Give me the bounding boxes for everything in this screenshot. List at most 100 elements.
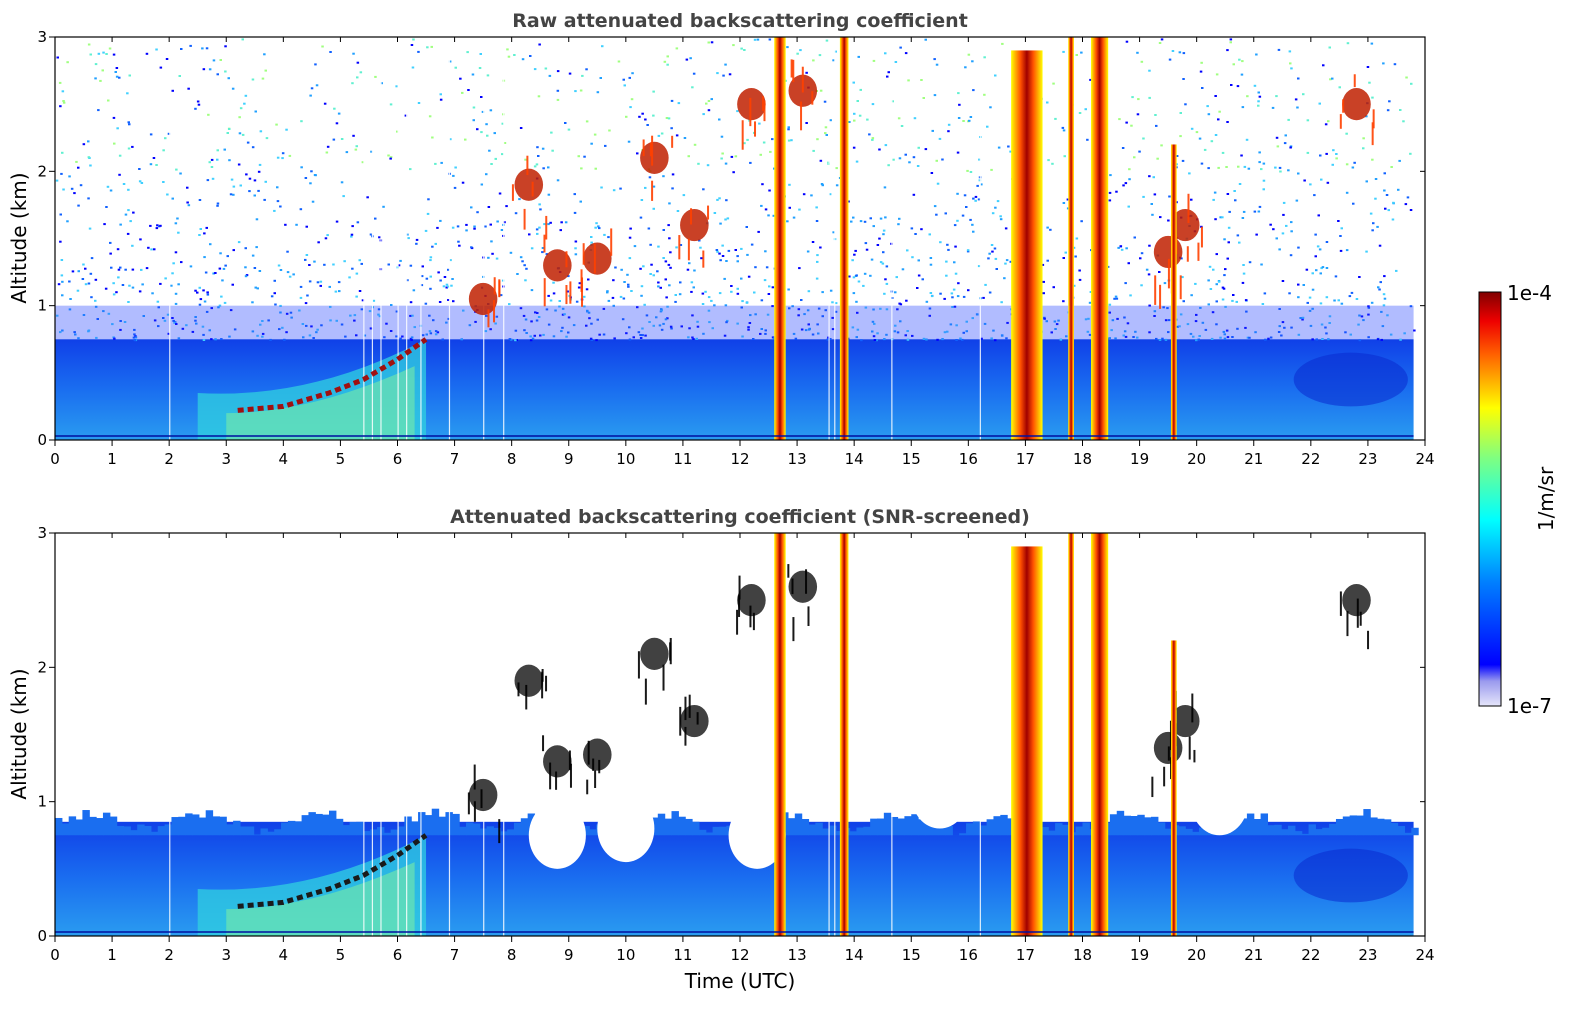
x-axis: 0 1 2 3 4 5 6 7 8 9 10 11 12 13 14 15 16 17 18 19 20 21 22 23 24 xyxy=(50,533,1435,964)
cloud-patch xyxy=(680,208,709,242)
x-tick-label: 13 xyxy=(788,450,807,468)
cloud-patch xyxy=(737,584,766,617)
dark-region xyxy=(1293,352,1408,407)
x-tick-label: 11 xyxy=(673,450,692,468)
x-tick-label: 19 xyxy=(1130,450,1149,468)
x-tick-label: 16 xyxy=(959,946,978,964)
precipitation-shaft xyxy=(1068,37,1074,440)
screened-gap xyxy=(528,801,586,869)
x-tick-label: 4 xyxy=(279,946,289,964)
x-tick-label: 22 xyxy=(1301,450,1320,468)
x-tick-label: 2 xyxy=(164,946,174,964)
x-tick-label: 21 xyxy=(1244,946,1263,964)
colorbar-unit-label: 1/m/sr xyxy=(1534,466,1558,531)
dark-region xyxy=(1293,848,1408,903)
x-axis-label: Time (UTC) xyxy=(684,969,796,993)
x-tick-label: 10 xyxy=(616,450,635,468)
x-tick-label: 2 xyxy=(164,450,174,468)
x-tick-label: 23 xyxy=(1358,450,1377,468)
x-tick-label: 6 xyxy=(393,450,403,468)
colorbar-gradient xyxy=(1478,291,1502,707)
y-axis-label: Altitude (km) xyxy=(7,668,31,799)
aerosol-streak xyxy=(237,337,428,413)
noise-band xyxy=(55,305,1414,340)
panel-title: Attenuated backscattering coefficient (S… xyxy=(450,506,1030,528)
x-tick-label: 4 xyxy=(279,450,289,468)
cloud-patch xyxy=(1170,208,1200,242)
cloud-patch xyxy=(468,282,498,316)
precipitation-shaft xyxy=(1011,50,1043,440)
x-tick-label: 5 xyxy=(336,450,346,468)
x-tick-label: 16 xyxy=(959,450,978,468)
cloud-patch xyxy=(543,745,572,778)
cloud-patch xyxy=(788,570,818,603)
precipitation-shaft xyxy=(839,37,849,440)
cloud-patch xyxy=(1342,88,1371,121)
colorbar-min-label: 1e-7 xyxy=(1507,694,1552,718)
precipitation-shaft xyxy=(839,533,849,936)
y-tick-label: 2 xyxy=(37,658,47,676)
y-tick-label: 3 xyxy=(37,524,47,542)
panel-title: Raw attenuated backscattering coefficien… xyxy=(512,10,968,32)
cloud-patch xyxy=(583,738,612,771)
y-tick-label: 2 xyxy=(37,162,47,180)
cloud-patch xyxy=(737,88,766,121)
x-tick-label: 22 xyxy=(1301,946,1320,964)
x-tick-label: 1 xyxy=(107,450,117,468)
aerosol-streak xyxy=(237,833,428,909)
cloud-patch xyxy=(640,141,669,175)
x-tick-label: 23 xyxy=(1358,946,1377,964)
x-tick-label: 14 xyxy=(845,450,864,468)
aerosol-core xyxy=(226,366,415,440)
x-axis: 0 1 2 3 4 5 6 7 8 9 10 11 12 13 14 15 16 17 18 19 20 21 22 23 24 xyxy=(50,37,1435,468)
y-tick-label: 3 xyxy=(37,28,47,46)
x-tick-label: 20 xyxy=(1187,946,1206,964)
x-tick-label: 18 xyxy=(1073,450,1092,468)
screened-gap xyxy=(911,761,969,829)
precipitation-shafts xyxy=(774,533,1177,936)
raw-backscatter-panel: Raw attenuated backscattering coefficien… xyxy=(7,10,1435,468)
screened-gap xyxy=(1190,768,1249,836)
x-tick-label: 5 xyxy=(336,946,346,964)
x-tick-label: 14 xyxy=(845,946,864,964)
y-tick-label: 1 xyxy=(37,793,47,811)
precipitation-shaft xyxy=(1068,533,1074,936)
cloud-patch xyxy=(514,664,544,697)
x-tick-label: 20 xyxy=(1187,450,1206,468)
colorbar-max-label: 1e-4 xyxy=(1507,281,1552,305)
x-tick-label: 21 xyxy=(1244,450,1263,468)
x-tick-label: 0 xyxy=(50,946,60,964)
cloud-patch xyxy=(514,168,544,201)
cloud-patch xyxy=(468,778,498,812)
x-tick-label: 10 xyxy=(616,946,635,964)
x-tick-label: 3 xyxy=(221,946,231,964)
precipitation-shaft xyxy=(774,533,786,936)
colorbar: 1e-4 1e-7 1/m/sr xyxy=(1478,281,1558,718)
screened-gap xyxy=(597,794,655,863)
y-axis-label: Altitude (km) xyxy=(7,172,31,303)
x-tick-label: 24 xyxy=(1415,946,1434,964)
x-tick-label: 17 xyxy=(1016,450,1035,468)
y-tick-label: 0 xyxy=(37,431,47,449)
x-tick-label: 19 xyxy=(1130,946,1149,964)
y-tick-label: 1 xyxy=(37,297,47,315)
x-tick-label: 8 xyxy=(507,946,517,964)
x-tick-label: 9 xyxy=(564,946,574,964)
x-tick-label: 18 xyxy=(1073,946,1092,964)
cloud-patches xyxy=(467,564,1371,844)
precipitation-shafts xyxy=(774,37,1177,440)
precipitation-shaft xyxy=(1011,546,1043,936)
cloud-patch xyxy=(640,637,669,671)
x-tick-label: 3 xyxy=(221,450,231,468)
x-tick-label: 8 xyxy=(507,450,517,468)
x-tick-label: 1 xyxy=(107,946,117,964)
x-tick-label: 17 xyxy=(1016,946,1035,964)
screened-backscatter-panel: Attenuated backscattering coefficient (S… xyxy=(7,506,1435,993)
missing-profiles xyxy=(169,533,981,936)
aerosol-core xyxy=(226,862,415,936)
x-tick-label: 6 xyxy=(393,946,403,964)
x-tick-label: 7 xyxy=(450,946,460,964)
x-tick-label: 15 xyxy=(902,450,921,468)
cloud-patch xyxy=(1342,584,1371,617)
y-axis: 0 1 2 3 xyxy=(37,524,1425,945)
